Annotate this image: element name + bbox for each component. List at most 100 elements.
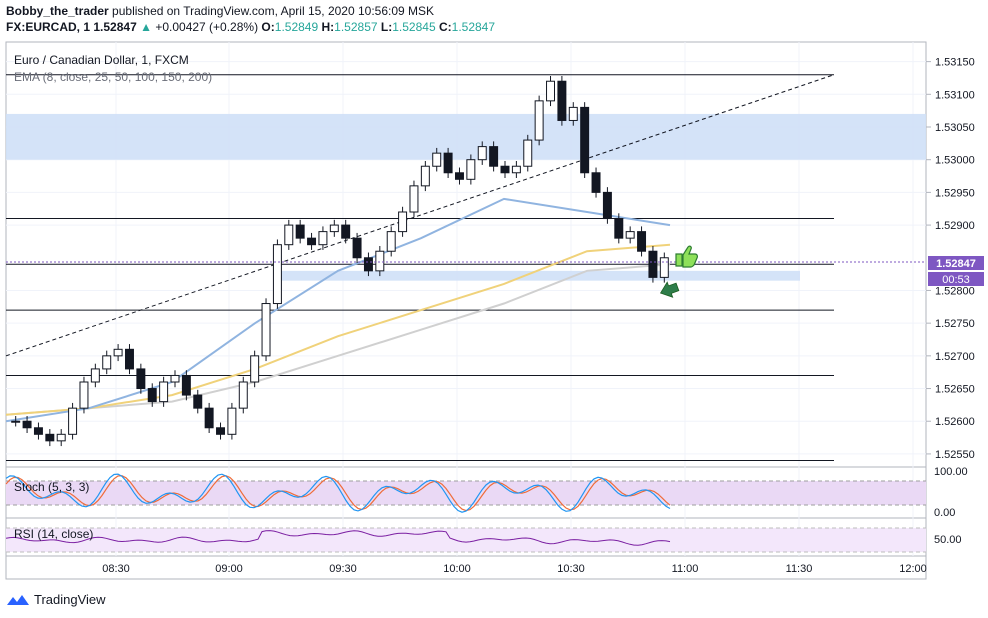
chart-title: Euro / Canadian Dollar, 1, FXCM bbox=[14, 53, 189, 67]
candle-body bbox=[216, 427, 226, 435]
candle-body bbox=[227, 407, 237, 435]
price-axis-ticks: 1.53150 1.53100 1.53050 1.53000 1.52950 1.529… bbox=[926, 57, 975, 461]
open-value: 1.52849 bbox=[274, 20, 319, 34]
candle-body bbox=[375, 250, 385, 272]
candle-body bbox=[477, 146, 487, 161]
stoch-band bbox=[6, 481, 926, 505]
candle-body bbox=[489, 146, 499, 167]
candle-body bbox=[181, 374, 191, 396]
candle-body bbox=[511, 165, 521, 174]
tradingview-logo-icon bbox=[7, 594, 29, 605]
candle-body bbox=[637, 231, 647, 252]
candle-body bbox=[648, 250, 658, 278]
up-arrow-icon: ▲ bbox=[140, 20, 152, 34]
candle-body bbox=[580, 106, 590, 174]
candle-body bbox=[591, 172, 601, 193]
candle-body bbox=[33, 427, 43, 435]
current-price-badge bbox=[928, 256, 984, 270]
candle-body bbox=[261, 303, 271, 357]
countdown-badge bbox=[928, 272, 984, 286]
candle-body bbox=[432, 152, 442, 167]
time-tick-label: 10:00 bbox=[443, 563, 471, 575]
symbol-label: FX:EURCAD, 1 bbox=[6, 20, 91, 34]
price-tick-label: 1.52650 bbox=[935, 384, 975, 396]
price-tick-label: 1.52900 bbox=[935, 220, 975, 232]
candle-body bbox=[420, 165, 430, 187]
high-label: H: bbox=[321, 20, 335, 34]
candle-body bbox=[125, 348, 134, 370]
candle-body bbox=[90, 368, 100, 383]
candle-body bbox=[341, 224, 351, 239]
low-label: L: bbox=[380, 20, 393, 34]
brand-name: TradingView bbox=[34, 592, 106, 607]
candle-body bbox=[625, 231, 635, 239]
candle-body bbox=[500, 165, 510, 174]
rsi-tick-50: 50.00 bbox=[934, 534, 962, 546]
candle-body bbox=[22, 420, 32, 429]
price-tick-label: 1.52550 bbox=[935, 449, 975, 461]
candle-body bbox=[534, 100, 544, 141]
time-tick-label: 10:30 bbox=[557, 563, 585, 575]
candle-body bbox=[455, 172, 464, 180]
candle-body bbox=[250, 355, 260, 383]
ema-legend: EMA (8, close, 25, 50, 100, 150, 200) bbox=[14, 70, 212, 84]
candle-body bbox=[238, 381, 248, 409]
time-tick-label: 12:00 bbox=[899, 563, 927, 575]
time-tick-label: 11:30 bbox=[786, 563, 813, 575]
candle-body bbox=[147, 388, 157, 403]
time-tick-label: 09:00 bbox=[215, 563, 243, 575]
stoch-tick-0: 0.00 bbox=[934, 507, 955, 519]
rsi-band bbox=[6, 528, 926, 552]
stoch-tick-100: 100.00 bbox=[934, 466, 968, 478]
candle-body bbox=[386, 231, 396, 252]
high-value: 1.52857 bbox=[334, 20, 378, 34]
close-label: C: bbox=[438, 20, 452, 34]
time-tick-label: 11:00 bbox=[672, 563, 699, 575]
trendline-dashed bbox=[5, 74, 835, 357]
support-zone bbox=[276, 270, 800, 281]
ema-slow-line bbox=[5, 263, 671, 416]
close-value: 1.52847 bbox=[451, 20, 496, 34]
price-tick-label: 1.53050 bbox=[935, 122, 975, 134]
candle-body bbox=[398, 211, 408, 233]
rsi-legend: RSI (14, close) bbox=[14, 527, 93, 541]
low-value: 1.52845 bbox=[392, 20, 436, 34]
candle-body bbox=[568, 106, 578, 121]
candle-body bbox=[159, 381, 169, 403]
support-resistance-zones[interactable] bbox=[6, 113, 926, 281]
candle-body bbox=[79, 381, 89, 409]
author-name[interactable]: Bobby_the_trader bbox=[6, 4, 109, 18]
time-axis-ticks: 08:30 09:00 09:30 10:00 10:30 11:00 11:30 12:00 bbox=[102, 563, 927, 575]
candle-body bbox=[443, 152, 453, 174]
rsi-line bbox=[5, 530, 671, 546]
time-tick-label: 09:30 bbox=[329, 563, 357, 575]
candle-body bbox=[409, 185, 419, 213]
price-tick-label: 1.52800 bbox=[935, 285, 975, 297]
price-tick-label: 1.53100 bbox=[935, 89, 975, 101]
candlesticks bbox=[11, 76, 669, 447]
candle-body bbox=[546, 80, 556, 102]
candle-body bbox=[11, 420, 21, 423]
resistance-zone bbox=[6, 113, 926, 160]
countdown-label: 00:53 bbox=[942, 274, 970, 286]
candle-body bbox=[56, 433, 66, 442]
candle-body bbox=[523, 139, 533, 167]
stoch-k-line bbox=[5, 473, 671, 513]
candle-body bbox=[614, 218, 624, 239]
price-tick-label: 1.53000 bbox=[935, 155, 975, 167]
candle-body bbox=[557, 80, 567, 121]
candle-body bbox=[68, 407, 78, 435]
price-tick-label: 1.52700 bbox=[935, 351, 975, 363]
candle-body bbox=[102, 355, 112, 370]
candle-body bbox=[307, 237, 317, 246]
last-price: 1.52847 bbox=[93, 20, 137, 34]
stoch-d-line bbox=[5, 475, 671, 512]
rsi-path bbox=[5, 530, 671, 546]
candle-body bbox=[284, 224, 294, 246]
trendline[interactable] bbox=[5, 74, 835, 357]
chart-header: Bobby_the_trader published on TradingVie… bbox=[6, 3, 982, 35]
candle-body bbox=[204, 407, 214, 429]
candle-body bbox=[363, 257, 373, 272]
candle-body bbox=[466, 159, 476, 180]
